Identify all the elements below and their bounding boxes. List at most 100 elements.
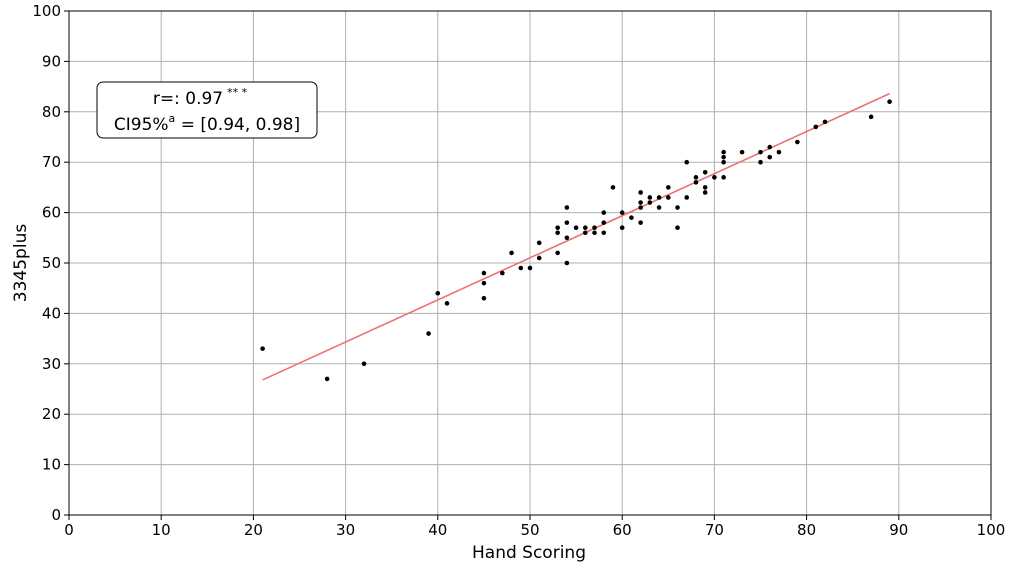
y-tick-label-80: 80: [42, 103, 61, 121]
data-point-61: [767, 144, 773, 150]
data-point-17: [555, 250, 560, 256]
data-point-47: [684, 195, 690, 200]
x-axis-ticks: 0 10 20 30 40 50 60 70 80 90 100: [64, 515, 1005, 539]
y-tick-label-10: 10: [42, 456, 61, 474]
data-point-0: [260, 346, 265, 351]
annotation-box: [96, 81, 318, 139]
data-point-27: [601, 210, 607, 215]
data-point-7: [481, 280, 487, 286]
data-point-23: [583, 225, 588, 231]
data-point-41: [656, 205, 662, 210]
data-point-28: [601, 220, 607, 225]
data-point-9: [500, 270, 505, 276]
data-point-63: [776, 149, 782, 155]
data-point-50: [702, 169, 708, 175]
data-point-58: [739, 149, 745, 155]
y-tick-label-70: 70: [42, 153, 61, 171]
data-points: [260, 99, 892, 382]
data-point-6: [481, 270, 487, 276]
data-point-68: [887, 99, 892, 105]
annotation-ci-value: = [0.94, 0.98]: [175, 115, 300, 135]
regression-line: [262, 92, 890, 381]
annotation-line-2: CI95%a = [0.94, 0.98]: [114, 112, 300, 135]
data-point-10: [509, 250, 514, 256]
data-point-37: [638, 220, 643, 225]
annotation-ci-label: CI95%: [114, 115, 169, 135]
annotation-r-value: r=: 0.97: [153, 89, 223, 109]
data-point-15: [555, 225, 560, 231]
data-point-53: [712, 175, 717, 180]
data-point-2: [361, 361, 367, 367]
correlation-annotation: r=: 0.97 ** * CI95%a = [0.94, 0.98]: [96, 81, 318, 139]
data-point-46: [684, 159, 690, 165]
x-tick-label-30: 30: [336, 521, 355, 539]
data-point-52: [702, 190, 708, 195]
data-point-36: [638, 205, 643, 210]
data-point-12: [527, 265, 533, 271]
annotation-line-1: r=: 0.97 ** *: [153, 86, 248, 109]
data-point-32: [619, 225, 625, 231]
y-tick-label-50: 50: [42, 254, 61, 272]
data-point-55: [721, 154, 726, 160]
data-point-51: [702, 185, 708, 190]
data-point-66: [822, 119, 828, 125]
data-point-38: [647, 195, 653, 200]
data-point-25: [592, 225, 597, 231]
data-point-56: [721, 159, 726, 165]
y-tick-label-90: 90: [42, 52, 61, 70]
y-tick-label-60: 60: [42, 204, 61, 222]
data-point-57: [721, 175, 726, 180]
x-tick-label-50: 50: [520, 521, 539, 539]
data-point-40: [656, 195, 662, 200]
data-point-5: [444, 301, 450, 306]
x-tick-label-10: 10: [152, 521, 171, 539]
data-point-16: [555, 230, 560, 236]
data-point-64: [795, 139, 800, 145]
data-point-29: [601, 230, 607, 236]
x-tick-label-100: 100: [977, 521, 1006, 539]
data-point-39: [647, 200, 653, 205]
data-point-31: [619, 210, 625, 215]
fit-line-group: [262, 92, 890, 381]
data-point-49: [693, 180, 699, 185]
data-point-43: [666, 195, 671, 200]
data-point-19: [564, 220, 570, 225]
data-point-1: [324, 376, 330, 382]
data-point-3: [426, 331, 431, 336]
y-axis-ticks: 0 10 20 30 40 50 60 70 80 90 100: [32, 2, 69, 524]
data-point-48: [693, 175, 699, 180]
data-point-26: [592, 230, 597, 236]
data-point-4: [435, 290, 441, 296]
y-tick-label-40: 40: [42, 304, 61, 322]
data-point-42: [666, 185, 671, 190]
data-point-60: [758, 159, 763, 165]
data-point-13: [536, 240, 542, 246]
data-point-18: [564, 205, 570, 210]
data-point-21: [564, 260, 570, 266]
x-axis-label: Hand Scoring: [472, 543, 586, 563]
y-axis-label: 3345plus: [11, 224, 31, 303]
x-tick-label-90: 90: [889, 521, 908, 539]
data-point-45: [675, 225, 680, 231]
data-point-59: [758, 149, 763, 155]
data-point-62: [767, 154, 773, 160]
data-point-65: [813, 124, 819, 130]
annotation-significance: ** *: [227, 86, 247, 99]
data-point-44: [675, 205, 680, 210]
y-tick-label-0: 0: [51, 506, 61, 524]
x-tick-label-0: 0: [64, 521, 74, 539]
data-point-30: [610, 185, 616, 190]
data-point-34: [638, 190, 643, 195]
y-tick-label-30: 30: [42, 355, 61, 373]
y-tick-label-100: 100: [32, 2, 61, 20]
x-tick-label-80: 80: [797, 521, 816, 539]
data-point-8: [481, 295, 487, 301]
data-point-35: [638, 200, 643, 205]
y-tick-label-20: 20: [42, 405, 61, 423]
data-point-11: [518, 265, 524, 271]
data-point-22: [573, 225, 579, 231]
data-point-33: [629, 215, 634, 220]
x-tick-label-40: 40: [428, 521, 447, 539]
x-tick-label-70: 70: [705, 521, 724, 539]
